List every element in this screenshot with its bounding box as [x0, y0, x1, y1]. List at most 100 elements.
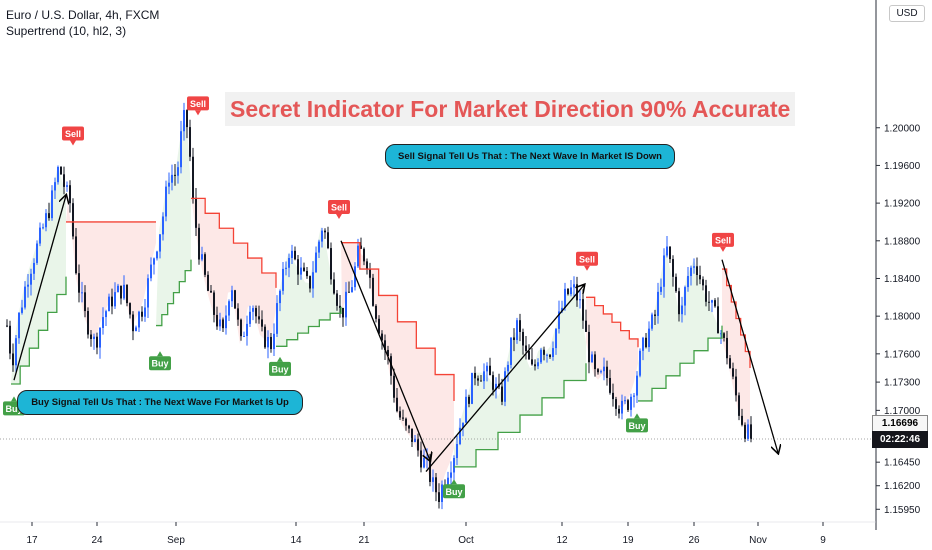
candle-body	[288, 258, 290, 268]
candle-body	[201, 254, 203, 260]
candle-body	[729, 358, 731, 369]
candle-body	[402, 417, 404, 419]
candle-body	[573, 284, 575, 288]
candle-body	[531, 359, 533, 365]
candle-body	[183, 110, 185, 132]
buy-signal-label: Buy	[151, 359, 168, 369]
candle-body	[6, 325, 8, 327]
trend-arrow	[425, 285, 584, 473]
candle-body	[552, 348, 554, 358]
time-tick-label: Oct	[458, 535, 474, 546]
signal-tag-bg	[149, 356, 171, 371]
supertrend-up-segment	[638, 325, 723, 402]
signal-pointer	[451, 479, 457, 485]
candle-body	[306, 270, 308, 277]
candle-body	[189, 127, 191, 157]
candle-body	[78, 273, 80, 293]
price-tick-label: 1.16450	[884, 458, 921, 469]
candle-body	[693, 266, 695, 268]
candle-body	[750, 424, 752, 440]
candle-body	[411, 428, 413, 442]
candle-body	[57, 166, 59, 183]
candle-body	[336, 293, 338, 306]
candle-body	[126, 284, 128, 304]
signal-tag-bg	[328, 199, 350, 214]
candle-body	[717, 306, 719, 334]
candle-body	[375, 305, 377, 319]
supertrend-down-segment	[722, 268, 751, 368]
candle-body	[171, 174, 173, 183]
supertrend-down-fill	[586, 297, 638, 409]
candle-body	[66, 185, 68, 187]
candle-body	[570, 287, 572, 295]
time-tick-label: 9	[820, 535, 826, 546]
candle-body	[339, 305, 341, 308]
candle-body	[630, 396, 632, 410]
supertrend-up-segment	[156, 259, 192, 327]
candle-body	[234, 290, 236, 309]
candle-body	[486, 365, 488, 372]
price-tick-label: 1.17000	[884, 406, 921, 417]
candle-body	[381, 333, 383, 341]
supertrend-up-segment	[276, 306, 342, 347]
buy-signal-label: Buy	[445, 487, 462, 497]
candle-body	[111, 296, 113, 307]
candle-body	[90, 334, 92, 340]
candle-body	[678, 291, 680, 315]
candle-body	[243, 336, 245, 338]
candle-body	[255, 308, 257, 317]
candles-layer	[6, 102, 752, 510]
candle-body	[555, 328, 557, 349]
signal-pointer	[157, 351, 163, 357]
candle-body	[618, 408, 620, 414]
sell-signal-label: Sell	[65, 129, 81, 139]
candle-body	[549, 354, 551, 358]
signal-tag-bg	[576, 251, 598, 266]
trend-arrows-layer	[13, 196, 778, 473]
candle-body	[513, 337, 515, 341]
sell-signal-label: Sell	[579, 254, 595, 264]
candle-body	[180, 131, 182, 168]
candle-body	[168, 182, 170, 187]
candle-body	[348, 291, 350, 293]
candle-body	[261, 319, 263, 327]
candle-body	[342, 307, 344, 318]
candle-body	[696, 266, 698, 276]
buy-signal-label: Buy	[628, 421, 645, 431]
candle-body	[204, 254, 206, 275]
candle-body	[558, 311, 560, 329]
candle-body	[651, 314, 653, 329]
candle-body	[114, 292, 116, 307]
time-tick-label: 24	[91, 535, 103, 546]
trend-arrow	[340, 240, 430, 460]
candle-body	[330, 248, 332, 280]
candle-body	[606, 366, 608, 378]
candle-body	[249, 311, 251, 324]
bar-countdown: 02:22:46	[872, 431, 928, 448]
candle-body	[387, 349, 389, 357]
candle-body	[720, 333, 722, 335]
candle-body	[579, 299, 581, 301]
candle-body	[732, 368, 734, 377]
candle-body	[738, 395, 740, 416]
candle-body	[198, 227, 200, 260]
signal-pointer	[277, 356, 283, 362]
candle-body	[351, 287, 353, 293]
candle-body	[744, 424, 746, 440]
candle-body	[492, 375, 494, 390]
candle-body	[537, 362, 539, 367]
candle-body	[408, 425, 410, 429]
candle-body	[687, 276, 689, 288]
supertrend-down-segment	[191, 197, 277, 288]
candle-body	[714, 300, 716, 307]
candle-body	[510, 337, 512, 365]
candle-body	[483, 371, 485, 382]
candle-body	[405, 418, 407, 426]
candle-body	[429, 457, 431, 482]
currency-button[interactable]: USD	[889, 5, 925, 22]
candle-body	[663, 255, 665, 287]
candle-body	[312, 272, 314, 289]
candle-body	[597, 369, 599, 373]
candle-body	[432, 477, 434, 482]
